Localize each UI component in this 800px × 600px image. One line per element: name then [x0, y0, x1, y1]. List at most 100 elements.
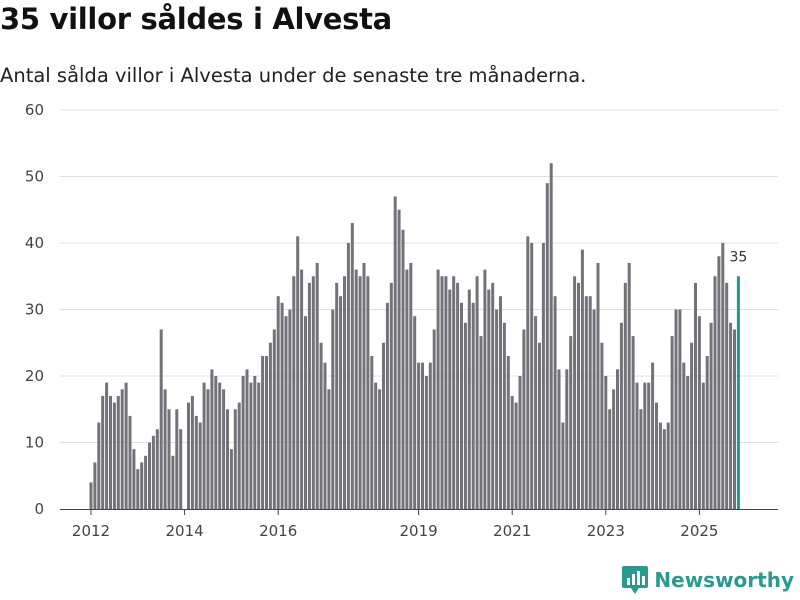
- bar: [206, 389, 210, 509]
- bar: [534, 316, 538, 509]
- bar: [393, 196, 397, 509]
- bar: [409, 262, 413, 509]
- bar: [502, 322, 506, 509]
- bar: [643, 382, 647, 509]
- bar: [701, 382, 705, 509]
- bar: [112, 402, 116, 509]
- bar: [288, 309, 292, 509]
- bar: [304, 316, 307, 509]
- bar: [109, 395, 112, 509]
- bar: [526, 236, 530, 509]
- bar: [565, 369, 569, 509]
- latest-value-label: 35: [729, 249, 747, 265]
- bar: [140, 462, 144, 509]
- bar: [210, 369, 214, 509]
- bar: [510, 395, 514, 509]
- x-tick-label: 2025: [680, 522, 718, 540]
- bar: [733, 329, 736, 509]
- bar: [709, 322, 713, 509]
- bar: [541, 243, 545, 509]
- bar: [522, 329, 526, 509]
- bar: [382, 342, 385, 509]
- bar: [495, 309, 499, 509]
- bar: [561, 422, 565, 509]
- bar: [171, 455, 175, 509]
- bar: [584, 296, 588, 509]
- bar: [678, 309, 682, 509]
- bar: [194, 415, 198, 509]
- bar: [690, 342, 694, 509]
- bar: [229, 449, 233, 509]
- bar: [697, 316, 701, 509]
- bar: [132, 449, 136, 509]
- bar: [319, 342, 323, 509]
- bar: [557, 369, 561, 509]
- bar: [120, 389, 124, 509]
- bar: [136, 469, 140, 509]
- bar: [245, 369, 249, 509]
- bar: [549, 163, 553, 509]
- bar: [452, 276, 456, 509]
- bar: [413, 316, 417, 509]
- bar: [179, 429, 183, 509]
- bar: [339, 296, 343, 509]
- bar: [487, 289, 491, 509]
- bar: [233, 409, 237, 509]
- y-tick-label: 50: [25, 168, 44, 186]
- bar: [261, 356, 265, 509]
- bar: [635, 382, 639, 509]
- bar: [674, 309, 678, 509]
- x-tick-label: 2021: [493, 522, 531, 540]
- bar: [530, 243, 534, 509]
- bar: [499, 296, 502, 509]
- bar: [616, 369, 619, 509]
- bar: [588, 296, 592, 509]
- bar: [366, 276, 370, 509]
- bar: [190, 395, 194, 509]
- bar: [580, 249, 584, 509]
- bar: [241, 376, 245, 509]
- bar: [694, 282, 697, 509]
- bar: [218, 382, 222, 509]
- bar: [725, 282, 729, 509]
- bar: [151, 435, 155, 509]
- bar: [491, 282, 495, 509]
- bar: [631, 336, 635, 509]
- bar: [612, 389, 616, 509]
- bar: [370, 356, 374, 509]
- bar: [397, 209, 401, 509]
- bar: [284, 316, 288, 509]
- x-tick-label: 2023: [587, 522, 625, 540]
- bars: [89, 163, 740, 510]
- bar: [717, 256, 721, 509]
- bar: [436, 269, 440, 509]
- bar: [327, 389, 331, 509]
- bar: [721, 243, 725, 509]
- bar: [545, 183, 549, 509]
- bar: [292, 276, 296, 509]
- bar: [97, 422, 101, 509]
- x-tick-label: 2014: [166, 522, 204, 540]
- bar: [257, 382, 261, 509]
- y-tick-label: 20: [25, 367, 44, 385]
- bar: [604, 376, 608, 509]
- bar: [569, 336, 573, 509]
- bar: [666, 422, 670, 509]
- bar: [89, 482, 93, 509]
- bar: [448, 289, 452, 509]
- y-tick-label: 30: [25, 301, 44, 319]
- bar: [647, 382, 651, 509]
- bar: [467, 289, 471, 509]
- bar: [538, 342, 541, 509]
- bar: [253, 376, 257, 509]
- bar: [460, 302, 463, 509]
- bar: [202, 382, 206, 509]
- bar: [506, 356, 510, 509]
- bar: [417, 362, 421, 509]
- bar: [623, 282, 627, 509]
- bar: [651, 362, 655, 509]
- bar: [124, 382, 128, 509]
- bar: [358, 276, 362, 509]
- bar: [315, 262, 319, 509]
- brand-name: Newsworthy: [654, 568, 794, 592]
